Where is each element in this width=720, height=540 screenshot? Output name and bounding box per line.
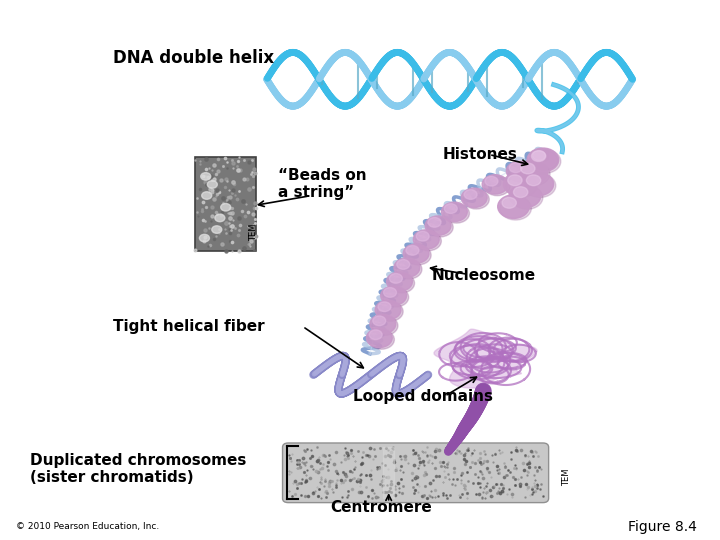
Text: Looped domains: Looped domains: [353, 389, 492, 404]
Circle shape: [502, 198, 516, 208]
Circle shape: [524, 174, 556, 198]
Circle shape: [506, 161, 532, 181]
Circle shape: [444, 204, 469, 223]
Circle shape: [462, 188, 487, 207]
Circle shape: [428, 218, 453, 237]
Circle shape: [394, 258, 420, 278]
Circle shape: [508, 175, 522, 186]
Circle shape: [215, 214, 225, 222]
Text: Tight helical fiber: Tight helical fiber: [112, 319, 264, 334]
Circle shape: [464, 190, 490, 209]
Circle shape: [529, 150, 561, 173]
Text: TEM: TEM: [249, 224, 258, 241]
Circle shape: [509, 163, 522, 173]
Circle shape: [207, 181, 217, 188]
Text: © 2010 Pearson Education, Inc.: © 2010 Pearson Education, Inc.: [16, 522, 159, 531]
Text: DNA double helix: DNA double helix: [112, 49, 274, 67]
Circle shape: [526, 175, 541, 186]
Circle shape: [396, 260, 422, 279]
Polygon shape: [434, 329, 537, 388]
Circle shape: [482, 175, 508, 194]
Circle shape: [518, 162, 550, 186]
Circle shape: [413, 230, 439, 249]
Circle shape: [498, 195, 529, 218]
Circle shape: [201, 173, 211, 180]
Circle shape: [403, 244, 429, 264]
Circle shape: [377, 302, 403, 321]
Circle shape: [369, 330, 395, 349]
Circle shape: [441, 202, 467, 221]
Circle shape: [416, 232, 429, 241]
Circle shape: [444, 204, 457, 213]
Circle shape: [390, 274, 402, 283]
Circle shape: [521, 163, 535, 174]
Circle shape: [500, 197, 531, 220]
Circle shape: [397, 260, 410, 269]
Text: TEM: TEM: [562, 468, 571, 485]
Circle shape: [508, 163, 534, 183]
Circle shape: [532, 151, 558, 170]
Circle shape: [485, 177, 498, 186]
Circle shape: [530, 149, 556, 168]
FancyBboxPatch shape: [282, 443, 549, 503]
Circle shape: [516, 160, 548, 184]
Circle shape: [387, 272, 413, 291]
Circle shape: [372, 316, 398, 335]
Circle shape: [503, 172, 535, 196]
Text: Histones: Histones: [443, 147, 518, 162]
Circle shape: [370, 314, 396, 334]
Circle shape: [199, 234, 210, 242]
Circle shape: [221, 204, 230, 211]
Circle shape: [485, 177, 510, 195]
Circle shape: [522, 172, 554, 196]
Circle shape: [202, 192, 212, 199]
Circle shape: [464, 190, 477, 199]
Circle shape: [366, 328, 392, 348]
Circle shape: [509, 184, 541, 208]
Circle shape: [406, 246, 419, 255]
Circle shape: [369, 330, 382, 340]
Circle shape: [513, 187, 528, 198]
Circle shape: [405, 246, 431, 265]
Text: Figure 8.4: Figure 8.4: [629, 520, 697, 534]
Text: Duplicated chromosomes
(sister chromatids): Duplicated chromosomes (sister chromatid…: [30, 453, 246, 485]
Text: “Beads on
a string”: “Beads on a string”: [277, 168, 366, 200]
Circle shape: [527, 148, 559, 172]
FancyBboxPatch shape: [195, 157, 256, 251]
Circle shape: [389, 274, 415, 293]
Circle shape: [531, 151, 546, 161]
Circle shape: [428, 218, 441, 227]
Circle shape: [373, 316, 386, 326]
Circle shape: [384, 288, 397, 297]
Circle shape: [426, 216, 451, 235]
Circle shape: [383, 288, 409, 307]
Text: Centromere: Centromere: [330, 500, 433, 515]
Text: Nucleosome: Nucleosome: [432, 268, 536, 283]
Circle shape: [505, 174, 537, 198]
Circle shape: [375, 300, 401, 320]
Circle shape: [533, 151, 546, 160]
Circle shape: [381, 286, 407, 305]
Circle shape: [511, 186, 543, 210]
Circle shape: [212, 226, 222, 233]
Circle shape: [415, 232, 441, 251]
Circle shape: [378, 302, 391, 312]
